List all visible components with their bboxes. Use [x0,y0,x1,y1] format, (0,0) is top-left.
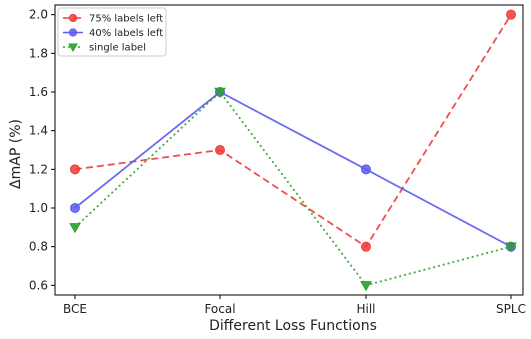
series-line [74,90,512,248]
series-3 [69,87,517,292]
data-point [215,145,225,155]
x-tick-label: Hill [356,302,375,316]
x-tick-label: SPLC [496,302,526,316]
series-group [69,9,517,292]
data-point [505,242,517,253]
data-point [360,281,372,292]
legend-label: single label [89,43,146,54]
legend: 75% labels left 40% labels left single lab… [57,7,167,57]
data-point [361,241,371,252]
series-line [74,90,512,287]
data-point [506,9,516,20]
legend-marker [68,43,78,52]
y-tick-label: 0.8 [29,240,48,254]
axes: 0.6 0.8 1.0 1.2 1.4 1.6 1.8 2.0 BCE Focal Hill SPLC [29,4,526,316]
x-tick-label: Focal [204,302,235,316]
data-point [214,87,226,98]
y-tick-label: 0.6 [29,278,48,292]
data-point [70,164,80,175]
legend-entry: single label [63,43,146,54]
y-tick-label: 2.0 [29,8,48,22]
legend-marker [68,13,78,23]
legend-box [57,7,167,57]
y-tick-label: 1.0 [29,201,48,215]
data-point [69,223,81,234]
legend-marker [68,28,78,37]
data-point [70,203,80,213]
y-tick-label: 1.8 [29,46,48,60]
x-tick-label: BCE [63,302,87,316]
legend-entry: 75% labels left [63,14,163,25]
legend-label: 75% labels left [89,14,163,25]
legend-entry: 40% labels left [63,28,163,39]
data-point [361,164,371,175]
series-1 [70,9,516,252]
plot-frame [54,4,524,296]
series-line [74,14,512,248]
y-tick-label: 1.2 [29,162,48,176]
y-tick-label: 1.6 [29,85,48,99]
y-tick-label: 1.4 [29,124,48,138]
x-axis-label: Different Loss Functions [209,318,377,334]
legend-label: 40% labels left [89,28,163,39]
y-axis-label: ΔmAP (%) [8,119,24,189]
